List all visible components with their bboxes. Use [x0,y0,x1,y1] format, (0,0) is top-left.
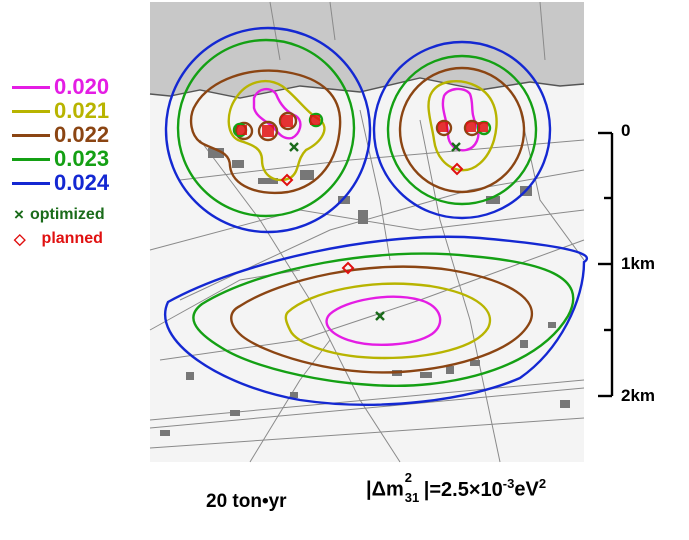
right-site-contours [372,40,552,220]
legend-swatch [12,109,50,113]
sea-area [150,2,584,98]
contour-lower-0.023 [192,252,575,387]
contour-lower-0.024 [164,235,588,406]
optimized-marker-right [451,142,461,152]
legend-label: 0.023 [54,146,110,171]
cross-icon: × [14,205,24,224]
contour-right-0.021 [427,80,498,172]
legend-label: 0.020 [54,74,110,99]
contour-right-0.023 [386,54,538,206]
lower-site-contours [164,235,588,406]
legend-item-planned: ◇ planned [14,229,103,249]
legend-label: 0.022 [54,122,110,147]
left-site-contours [164,26,372,234]
left-hub-brown-3 [278,111,298,131]
right-hub-brown-1 [435,119,453,137]
mass-unit: eV [514,478,539,501]
legend-item-0.021: 0.021 [2,98,110,123]
contour-right-0.022 [398,66,526,194]
mass-prefix: |Δm [366,478,404,501]
optimized-markers [289,142,461,321]
mass-unit-sup: 2 [538,476,547,491]
legend-item-0.022: 0.022 [2,122,110,147]
legend-swatch [12,157,50,161]
planned-markers [280,162,464,275]
mass-exp: -3 [502,476,515,491]
scale-label-2km: 2km [621,386,656,405]
diamond-icon: ◇ [14,231,26,248]
left-hub-brown-2 [234,121,254,141]
planned-marker-left [280,173,294,187]
scale-label-0: 0 [621,121,631,140]
legend-item-optimized: × optimized [14,205,105,225]
mass-sup: 2 [404,470,412,485]
legend-swatch [12,133,50,137]
scale-bar [598,131,614,398]
legend-item-0.023: 0.023 [2,146,110,171]
planned-marker-lower [341,261,355,275]
reactor-markers [237,115,488,137]
legend-label: 0.021 [54,98,110,123]
legend-label: optimized [29,206,105,223]
contour-left-0.021 [227,79,326,182]
planned-marker-right [450,162,464,176]
contour-lower-0.020 [325,295,442,346]
scale-label-1km: 1km [621,254,656,273]
legend-label: 0.024 [54,170,110,195]
mass-sub: 31 [404,490,420,505]
contour-right-0.024 [372,40,552,220]
contour-left-0.024 [164,26,372,234]
caption-mass-splitting: |Δm 2 31 |=2.5×10-3eV2 [366,470,547,505]
caption-exposure: 20 ton•yr [206,491,287,512]
optimized-marker-lower [375,311,385,321]
legend-item-0.024: 0.024 [2,170,110,195]
optimized-marker-left [289,142,299,152]
mass-indices: 2 31 [404,470,419,505]
contour-lower-0.022 [230,265,533,374]
legend-swatch [12,85,50,89]
mass-mid: |=2.5×10 [423,478,503,501]
legend-label: planned [41,230,103,247]
legend-swatch [12,181,50,185]
left-hub-brown-1 [257,120,279,142]
contour-left-0.023 [176,38,356,218]
coastline [149,77,585,99]
contour-left-0.022 [189,69,342,195]
contour-lower-0.021 [284,282,492,360]
legend-item-0.020: 0.020 [2,74,110,99]
